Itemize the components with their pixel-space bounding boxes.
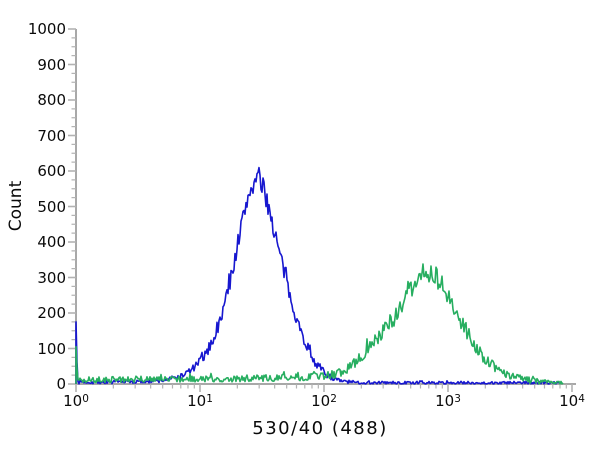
y-tick-label: 0: [56, 375, 66, 393]
y-tick-label: 400: [37, 233, 66, 251]
x-tick-label: 101: [187, 392, 213, 410]
y-tick-label: 1000: [27, 20, 66, 38]
y-tick-label: 300: [37, 268, 66, 287]
y-tick-label: 800: [37, 91, 66, 109]
x-tick-label: 100: [63, 392, 89, 410]
y-tick-label: 200: [37, 304, 66, 322]
y-tick-label: 100: [37, 339, 66, 358]
green-population-curve: [75, 263, 564, 385]
blue-population-curve: [75, 166, 560, 385]
x-tick-label: 103: [435, 392, 461, 410]
y-tick-label: 600: [37, 162, 66, 180]
y-tick-label: 500: [37, 197, 66, 216]
x-tick-label: 104: [559, 392, 585, 410]
x-tick-label: 102: [311, 392, 337, 410]
x-axis-title: 530/40 (488): [252, 418, 388, 439]
y-axis-title: Count: [6, 180, 26, 231]
y-tick-label: 900: [37, 55, 66, 74]
y-tick-label: 700: [37, 126, 66, 145]
